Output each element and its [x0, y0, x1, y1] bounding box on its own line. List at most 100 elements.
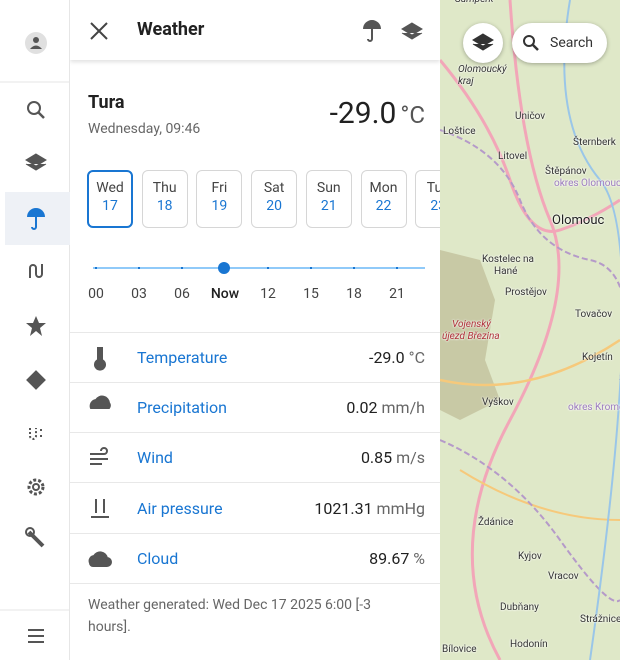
map-layers-button[interactable] [463, 23, 503, 63]
row-value: 0.85 m/s [361, 448, 425, 467]
map-drawing [440, 0, 620, 660]
layers-icon[interactable] [25, 153, 47, 171]
day-button[interactable]: Tue 23 [415, 170, 440, 228]
umbrella-handle [31, 217, 37, 230]
map-label: Vyškov [482, 397, 514, 408]
close-button[interactable] [88, 20, 110, 42]
map-label: Olomouc [552, 213, 605, 228]
weather-panel: Weather Tura Wednesday, 09:46 -29.0 °C We… [70, 0, 440, 660]
slider-ticks [95, 267, 398, 269]
tools-icon[interactable] [27, 530, 45, 548]
weather-button[interactable] [360, 18, 384, 44]
road [459, 469, 620, 521]
row-icon [89, 395, 111, 410]
favorites-icon[interactable] [26, 316, 46, 336]
day-weekday: Thu [152, 180, 177, 196]
map-search-button[interactable]: Search [512, 23, 607, 63]
row-value: 0.02 mm/h [346, 398, 425, 417]
menu-icon[interactable] [28, 629, 44, 643]
row-label: Wind [137, 448, 173, 468]
panel-title: Weather [137, 19, 205, 40]
map-label: Tovačov [575, 309, 613, 320]
day-weekday: Fri [211, 180, 228, 196]
route-icon[interactable] [29, 264, 43, 278]
row-number: 1021.31 [314, 498, 373, 518]
row-label: Precipitation [137, 398, 228, 418]
tracks-icon[interactable] [29, 428, 44, 440]
day-button[interactable]: Sun 21 [305, 170, 352, 228]
hour-label: 00 [88, 286, 104, 302]
map-search-label: Search [550, 35, 594, 51]
day-button[interactable]: Fri 19 [196, 170, 243, 228]
road [470, 0, 561, 660]
settings-center [32, 483, 40, 491]
search-handle [37, 111, 45, 119]
map-label: Hané [494, 266, 518, 277]
map-label: okres Olomouc [554, 178, 620, 189]
search-icon[interactable] [27, 101, 41, 115]
map-label: Vojenský [452, 319, 491, 330]
hour-label: 06 [174, 286, 190, 302]
divider [70, 332, 440, 333]
current-temperature: -29.0 °C [330, 96, 425, 131]
map-layers-icon [472, 33, 494, 51]
map-label: újezd Březina [442, 331, 500, 342]
row-unit: m/s [396, 448, 425, 468]
day-date: 21 [320, 198, 337, 214]
weather-row[interactable]: Air pressure 1021.31 mmHg [70, 484, 440, 534]
weather-row[interactable]: Temperature -29.0 °C [70, 333, 440, 383]
weather-icon[interactable] [27, 208, 45, 217]
map-label: Loštice [443, 126, 476, 137]
hour-label: 18 [346, 286, 362, 302]
row-number: 0.85 [360, 448, 393, 468]
layers-button[interactable] [400, 20, 424, 42]
hour-label: 12 [260, 286, 276, 302]
weather-row[interactable]: Cloud 89.67 % [70, 534, 440, 584]
hour-label: 15 [303, 286, 319, 302]
time-slider[interactable] [70, 255, 440, 281]
map-label: Litovel [498, 151, 528, 162]
row-icon [90, 447, 108, 466]
map-label: Strážnice [580, 614, 620, 625]
map-label: Dubňany [500, 602, 539, 613]
footer-note: Weather generated: Wed Dec 17 2025 6:00 … [88, 597, 371, 635]
day-button[interactable]: Wed 17 [87, 170, 133, 228]
river [563, 0, 620, 660]
avatar-head [33, 37, 39, 43]
day-date: 23 [430, 198, 440, 214]
directions-icon[interactable] [26, 370, 46, 390]
tools-head [25, 527, 35, 537]
weather-row[interactable]: Precipitation 0.02 mm/h [70, 383, 440, 434]
day-date: 22 [375, 198, 392, 214]
location-time: Wednesday, 09:46 [88, 121, 201, 137]
row-icon [91, 498, 109, 518]
map-label: okres Kroměříž [568, 402, 620, 413]
day-button[interactable]: Mon 22 [360, 170, 407, 228]
row-unit: % [413, 548, 425, 568]
row-label: Temperature [137, 348, 228, 367]
military-area [440, 250, 500, 420]
row-value: -29.0 °C [369, 348, 425, 367]
map-label: kraj [458, 76, 474, 87]
row-unit: °C [408, 348, 425, 367]
map-label: Uničov [515, 111, 546, 122]
day-date: 18 [156, 198, 173, 214]
weather-row[interactable]: Wind 0.85 m/s [70, 433, 440, 484]
sidebar [0, 0, 70, 660]
day-button[interactable]: Thu 18 [141, 170, 188, 228]
slider-thumb[interactable] [218, 262, 230, 274]
row-number: 0.02 [346, 398, 378, 418]
hour-label: 03 [131, 286, 147, 302]
settings-icon[interactable] [27, 478, 45, 496]
row-value: 1021.31 mmHg [314, 499, 425, 518]
day-weekday: Wed [96, 180, 124, 196]
panel-header: Weather [70, 0, 440, 60]
day-button[interactable]: Sat 20 [251, 170, 298, 228]
row-icon [94, 347, 106, 371]
map-label: Vracov [548, 571, 579, 582]
row-label: Cloud [137, 548, 179, 568]
map-label: Kyjov [518, 551, 542, 562]
row-unit: mm/h [381, 398, 425, 418]
